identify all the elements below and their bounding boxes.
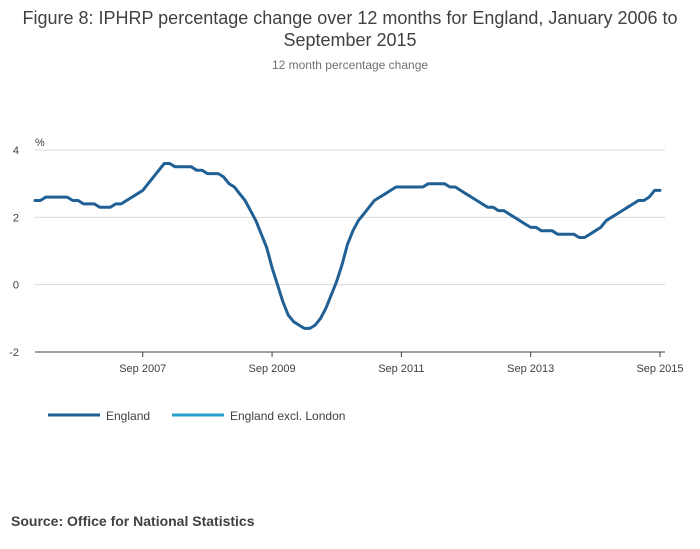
x-tick-label: Sep 2007	[119, 363, 166, 375]
source-label: Source:	[11, 513, 64, 529]
chart-subtitle: 12 month percentage change	[271, 58, 429, 72]
x-tick-label: Sep 2009	[249, 363, 296, 375]
y-tick-label: 0	[13, 280, 19, 292]
x-tick-label: Sep 2015	[636, 363, 683, 375]
y-tick-label: 2	[13, 212, 19, 224]
series-line-england	[33, 162, 662, 330]
source-value: Office for National Statistics	[67, 513, 255, 529]
y-tick-label: -2	[9, 347, 19, 359]
y-tick-label: 4	[13, 145, 19, 157]
x-tick-label: Sep 2013	[507, 363, 554, 375]
legend-label-england: England	[106, 409, 150, 423]
source-note: Source: Office for National Statistics	[11, 513, 255, 529]
legend-label-england-excl-london: England excl. London	[230, 409, 345, 423]
y-axis-unit-label: %	[35, 137, 45, 149]
chart-title: Figure 8: IPHRP percentage change over 1…	[22, 8, 678, 50]
x-tick-label: Sep 2011	[378, 363, 424, 375]
